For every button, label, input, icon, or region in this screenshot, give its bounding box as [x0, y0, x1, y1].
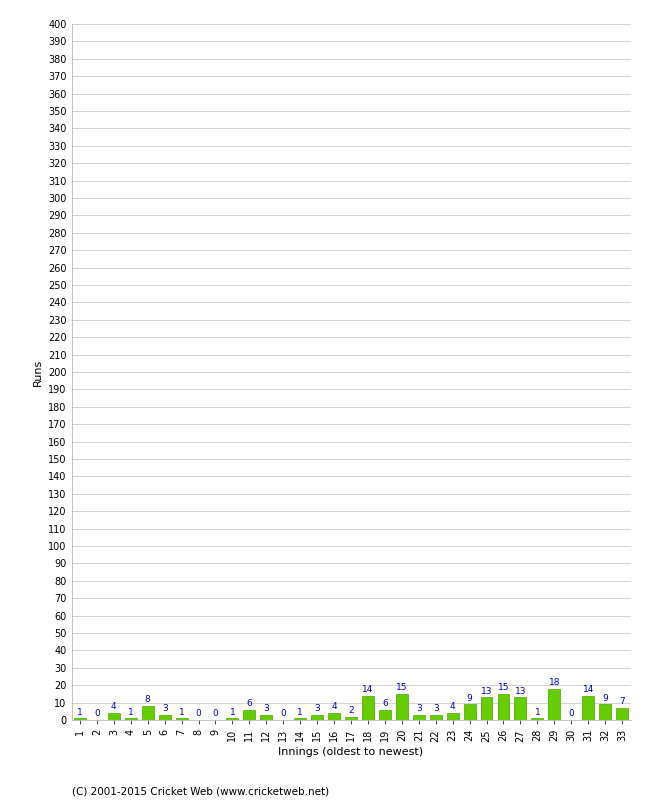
Text: 4: 4	[332, 702, 337, 711]
Bar	[159, 714, 170, 720]
Text: 3: 3	[416, 704, 422, 713]
Bar	[497, 694, 510, 720]
Bar	[447, 713, 458, 720]
Text: 13: 13	[515, 686, 526, 696]
Bar	[616, 708, 628, 720]
Bar	[582, 696, 594, 720]
Text: 3: 3	[263, 704, 269, 713]
Bar	[311, 714, 323, 720]
Bar	[514, 698, 526, 720]
Bar	[261, 714, 272, 720]
Text: 3: 3	[314, 704, 320, 713]
Bar	[74, 718, 86, 720]
Text: 1: 1	[229, 707, 235, 717]
Bar	[396, 694, 408, 720]
Text: 3: 3	[433, 704, 439, 713]
Bar	[294, 718, 306, 720]
Text: 14: 14	[582, 685, 594, 694]
Bar	[599, 704, 611, 720]
Text: 2: 2	[348, 706, 354, 714]
Bar	[362, 696, 374, 720]
Text: 6: 6	[246, 699, 252, 708]
Text: 15: 15	[498, 683, 509, 692]
Text: 7: 7	[619, 697, 625, 706]
Bar	[430, 714, 441, 720]
X-axis label: Innings (oldest to newest): Innings (oldest to newest)	[278, 747, 424, 757]
Text: 0: 0	[280, 710, 286, 718]
Bar	[328, 713, 340, 720]
Text: 1: 1	[77, 707, 83, 717]
Text: 4: 4	[450, 702, 456, 711]
Y-axis label: Runs: Runs	[32, 358, 42, 386]
Text: 9: 9	[602, 694, 608, 702]
Text: 6: 6	[382, 699, 388, 708]
Bar	[345, 717, 357, 720]
Bar	[549, 689, 560, 720]
Bar	[379, 710, 391, 720]
Bar	[125, 718, 136, 720]
Text: 1: 1	[534, 707, 540, 717]
Text: 8: 8	[145, 695, 151, 704]
Text: 0: 0	[94, 710, 100, 718]
Bar	[142, 706, 153, 720]
Bar	[413, 714, 424, 720]
Text: 4: 4	[111, 702, 116, 711]
Text: 1: 1	[297, 707, 303, 717]
Text: 0: 0	[213, 710, 218, 718]
Text: 18: 18	[549, 678, 560, 687]
Text: 1: 1	[179, 707, 185, 717]
Text: 3: 3	[162, 704, 168, 713]
Text: 1: 1	[128, 707, 134, 717]
Text: (C) 2001-2015 Cricket Web (www.cricketweb.net): (C) 2001-2015 Cricket Web (www.cricketwe…	[72, 786, 329, 796]
Bar	[108, 713, 120, 720]
Text: 13: 13	[481, 686, 492, 696]
Text: 0: 0	[196, 710, 202, 718]
Bar	[176, 718, 188, 720]
Bar	[226, 718, 239, 720]
Text: 9: 9	[467, 694, 473, 702]
Text: 14: 14	[362, 685, 374, 694]
Text: 15: 15	[396, 683, 408, 692]
Bar	[532, 718, 543, 720]
Bar	[463, 704, 476, 720]
Text: 0: 0	[568, 710, 574, 718]
Bar	[244, 710, 255, 720]
Bar	[480, 698, 493, 720]
